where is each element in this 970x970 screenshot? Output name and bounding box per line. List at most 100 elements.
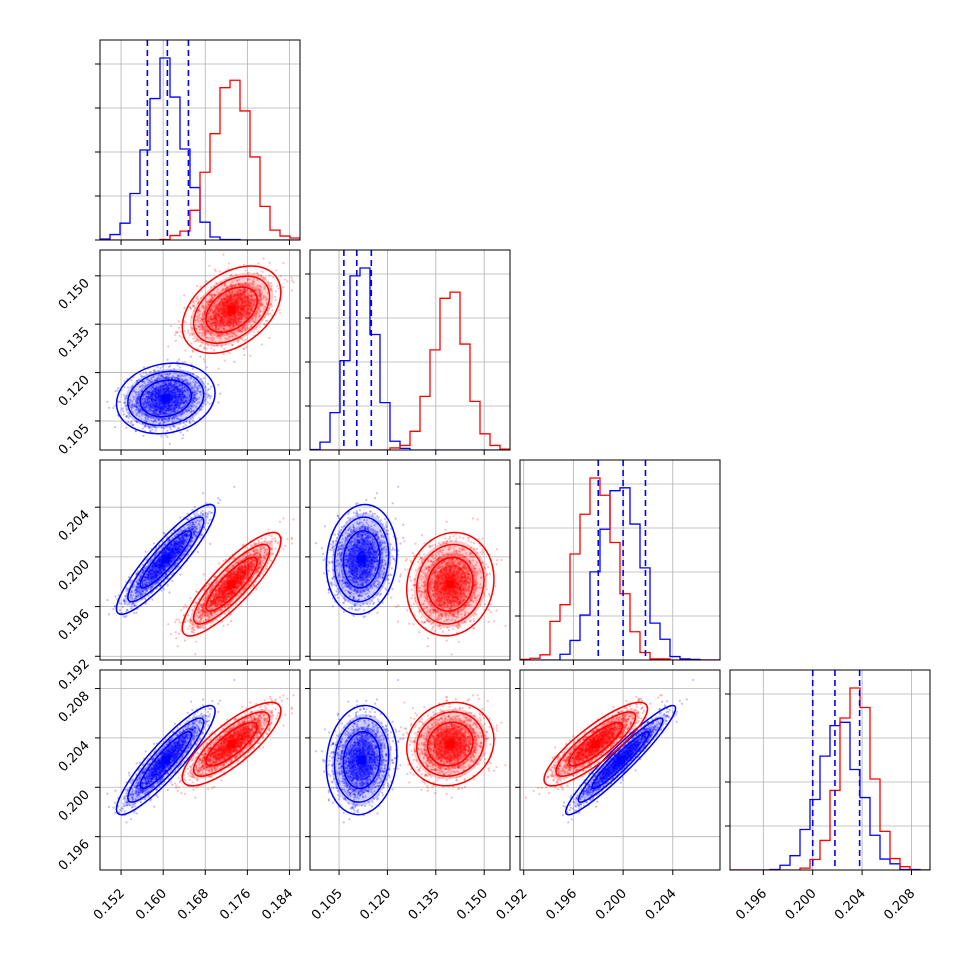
sample-point bbox=[163, 417, 167, 420]
sample-point bbox=[195, 390, 198, 393]
sample-point bbox=[180, 407, 183, 410]
sample-point bbox=[261, 297, 264, 300]
sample-point bbox=[253, 303, 256, 306]
sample-point bbox=[137, 410, 140, 413]
sample-point bbox=[156, 396, 159, 399]
sample-point bbox=[275, 269, 278, 272]
sample-point bbox=[137, 408, 140, 411]
sample-point bbox=[218, 334, 221, 337]
sample-point bbox=[230, 283, 233, 286]
sample-point bbox=[185, 399, 188, 402]
sample-point bbox=[122, 410, 125, 413]
sample-point bbox=[206, 302, 209, 305]
sample-point bbox=[195, 392, 198, 395]
sample-point bbox=[239, 292, 242, 295]
sample-point bbox=[164, 382, 167, 385]
sample-point bbox=[184, 533, 187, 536]
sample-point bbox=[171, 391, 174, 394]
sample-point bbox=[218, 303, 221, 306]
sample-point bbox=[160, 374, 163, 377]
sample-point bbox=[158, 389, 161, 392]
sample-point bbox=[178, 395, 181, 398]
sample-point bbox=[174, 403, 177, 407]
sample-point bbox=[167, 365, 171, 369]
sample-point bbox=[210, 331, 213, 334]
sample-point bbox=[238, 290, 241, 293]
sample-point bbox=[250, 309, 253, 312]
sample-point bbox=[195, 381, 198, 384]
sample-point bbox=[236, 321, 239, 324]
sample-point bbox=[209, 307, 212, 310]
sample-point bbox=[151, 571, 155, 574]
sample-point bbox=[242, 263, 245, 266]
sample-point bbox=[221, 313, 224, 316]
sample-point bbox=[246, 309, 249, 312]
sample-point bbox=[146, 414, 149, 417]
sample-point bbox=[249, 307, 252, 310]
sample-point bbox=[241, 298, 244, 301]
sample-point bbox=[200, 326, 204, 329]
sample-point bbox=[237, 302, 240, 305]
sample-point bbox=[244, 338, 247, 341]
sample-point bbox=[220, 307, 223, 310]
sample-point bbox=[232, 320, 236, 323]
sample-point bbox=[155, 378, 159, 381]
sample-point bbox=[166, 404, 169, 407]
sample-point bbox=[137, 408, 140, 411]
sample-point bbox=[252, 299, 256, 302]
sample-point bbox=[238, 322, 241, 325]
sample-point bbox=[149, 410, 153, 413]
sample-point bbox=[240, 313, 244, 316]
sample-point bbox=[189, 372, 192, 375]
sample-point bbox=[254, 288, 257, 291]
sample-point bbox=[252, 303, 255, 306]
sample-point bbox=[156, 393, 159, 396]
sample-point bbox=[247, 309, 250, 312]
sample-point bbox=[164, 383, 167, 386]
sample-point bbox=[149, 407, 152, 410]
sample-point bbox=[149, 395, 152, 398]
sample-point bbox=[240, 299, 243, 302]
sample-point bbox=[249, 290, 252, 293]
sample-point bbox=[196, 387, 199, 390]
sample-point bbox=[212, 324, 216, 327]
sample-point bbox=[187, 627, 190, 630]
sample-point bbox=[221, 300, 224, 304]
sample-point bbox=[145, 414, 148, 417]
sample-point bbox=[145, 372, 148, 375]
sample-point bbox=[159, 387, 162, 390]
histogram-series-0 bbox=[310, 267, 510, 450]
sample-point bbox=[154, 413, 157, 416]
sample-point bbox=[169, 364, 172, 367]
sample-point bbox=[164, 390, 167, 393]
sample-point bbox=[197, 384, 200, 387]
sample-point bbox=[177, 384, 180, 388]
sample-point bbox=[178, 540, 181, 543]
sample-point bbox=[167, 409, 170, 412]
sample-point bbox=[244, 327, 247, 330]
sample-point bbox=[168, 591, 171, 594]
sample-point bbox=[170, 385, 173, 388]
sample-point bbox=[250, 300, 253, 303]
sample-point bbox=[262, 297, 265, 300]
sample-point bbox=[168, 407, 171, 410]
sample-point bbox=[245, 311, 248, 315]
sample-point bbox=[165, 373, 169, 376]
sample-point bbox=[138, 415, 141, 418]
sample-point bbox=[181, 401, 184, 404]
sample-point bbox=[199, 296, 203, 300]
sample-point bbox=[233, 285, 236, 288]
sample-point bbox=[189, 332, 192, 335]
sample-point bbox=[209, 301, 212, 304]
sample-point bbox=[207, 317, 210, 320]
sample-point bbox=[121, 407, 124, 410]
sample-point bbox=[178, 407, 181, 410]
sample-point bbox=[253, 320, 256, 323]
sample-point bbox=[254, 328, 257, 331]
sample-point bbox=[152, 394, 155, 397]
sample-point bbox=[128, 415, 131, 418]
sample-point bbox=[219, 297, 222, 300]
sample-point bbox=[185, 420, 188, 423]
sample-point bbox=[173, 391, 177, 395]
sample-point bbox=[228, 285, 231, 288]
